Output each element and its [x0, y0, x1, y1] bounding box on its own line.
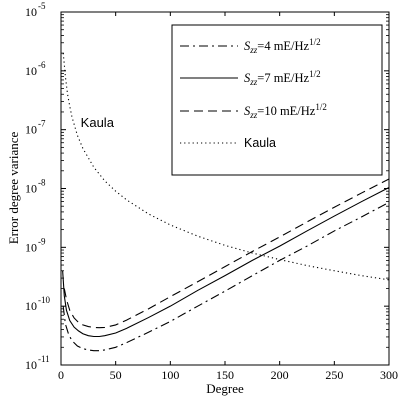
y-tick-label-exponent: -5 [38, 1, 46, 11]
axis-ticks [60, 11, 390, 366]
y-tick-label-exponent: -11 [38, 354, 50, 364]
y-tick-label: 10 [25, 182, 37, 196]
y-tick-label-base: 10 [25, 5, 37, 19]
y-tick-label-base: 10 [25, 299, 37, 313]
annotation-kaula: Kaula [81, 115, 115, 130]
x-tick-label: 250 [325, 368, 343, 382]
x-axis-title: Degree [206, 381, 244, 396]
x-tick-label: 150 [216, 368, 234, 382]
series-layer [62, 53, 390, 352]
series-line-szz10 [63, 178, 390, 329]
legend-box [171, 24, 383, 176]
series-line-szz4 [62, 201, 390, 352]
y-tick-label-exponent: -9 [38, 236, 46, 246]
y-tick-label: 10 [25, 64, 37, 78]
y-tick-label: 10 [25, 240, 37, 254]
legend-label-szz10: Szz=10 mE/Hz1/2 [244, 102, 327, 120]
axis-tick-labels: 0 50 100 150 200 250 30010-1110-1010-910-810-7… [25, 1, 398, 382]
y-tick-label-exponent: -8 [38, 178, 46, 188]
series-line-szz7 [62, 187, 390, 338]
legend-label-kaula: Kaula [244, 136, 276, 150]
y-tick-label-base: 10 [25, 123, 37, 137]
x-tick-label: 100 [161, 368, 179, 382]
legend: Szz=4 mE/Hz1/2 Szz=7 mE/Hz1/2 Szz=10 mE/Hz… [171, 24, 383, 176]
x-tick-label: 50 [110, 368, 122, 382]
y-tick-label-exponent: -6 [38, 60, 46, 70]
y-tick-label-base: 10 [25, 240, 37, 254]
legend-label-szz4: Szz=4 mE/Hz1/2 [244, 37, 321, 55]
y-tick-label-exponent: -10 [38, 295, 50, 305]
y-tick-label: 10 [25, 358, 37, 372]
y-tick-label: 10 [25, 299, 37, 313]
legend-label-szz7: Szz=7 mE/Hz1/2 [244, 69, 321, 87]
x-tick-label: 0 [58, 368, 64, 382]
y-tick-label-base: 10 [25, 358, 37, 372]
x-tick-label: 300 [380, 368, 398, 382]
y-tick-label-base: 10 [25, 64, 37, 78]
y-tick-label: 10 [25, 123, 37, 137]
y-tick-label: 10 [25, 5, 37, 19]
annotation-layer: Kaula [81, 115, 115, 130]
series-line-kaula [62, 53, 390, 281]
x-tick-label: 200 [271, 368, 289, 382]
y-tick-label-base: 10 [25, 182, 37, 196]
y-axis-title: Error degree variance [6, 131, 21, 244]
y-tick-label-exponent: -7 [38, 119, 46, 129]
